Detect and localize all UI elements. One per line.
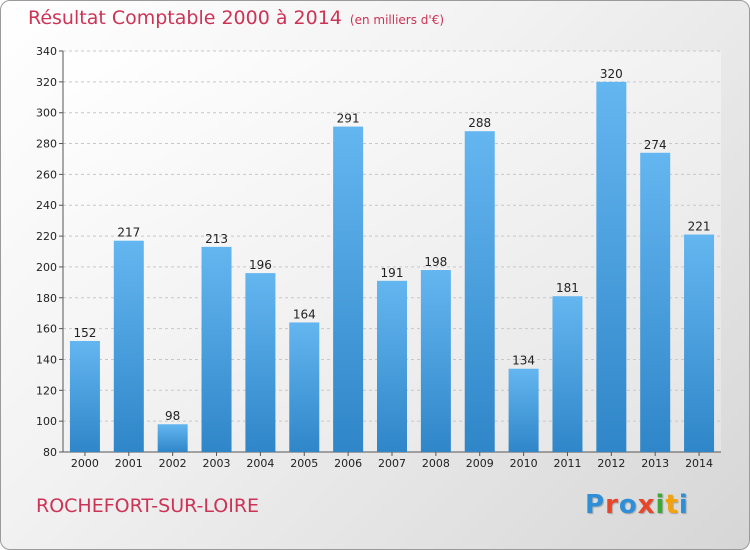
chart-title-main: Résultat Comptable 2000 à 2014 xyxy=(28,7,342,29)
bar xyxy=(69,340,100,452)
bar xyxy=(596,81,627,452)
x-tick-label: 2006 xyxy=(334,457,362,470)
bar xyxy=(552,296,583,452)
bar xyxy=(640,152,671,453)
bar xyxy=(333,126,364,453)
chart-title: Résultat Comptable 2000 à 2014 (en millie… xyxy=(28,7,444,29)
y-tick-label: 160 xyxy=(36,323,57,336)
proxiti-logo: Proxiti xyxy=(585,490,689,520)
x-tick-label: 2004 xyxy=(246,457,274,470)
value-label: 291 xyxy=(337,112,360,126)
logo-letter: o xyxy=(618,490,638,520)
x-tick-label: 2005 xyxy=(290,457,318,470)
value-label: 221 xyxy=(688,220,711,234)
logo-letter: i xyxy=(655,490,666,520)
value-label: 191 xyxy=(381,266,404,280)
bar xyxy=(684,234,715,452)
y-tick-label: 280 xyxy=(36,138,57,151)
bar xyxy=(201,246,232,452)
x-tick-label: 2010 xyxy=(510,457,538,470)
y-tick-label: 100 xyxy=(36,415,57,428)
y-tick-label: 140 xyxy=(36,353,57,366)
value-label: 196 xyxy=(249,258,272,272)
logo-letter: r xyxy=(605,490,619,520)
bar xyxy=(113,240,144,452)
value-label: 181 xyxy=(556,281,579,295)
x-tick-label: 2009 xyxy=(466,457,494,470)
value-label: 320 xyxy=(600,67,623,81)
x-tick-label: 2008 xyxy=(422,457,450,470)
value-label: 198 xyxy=(424,255,447,269)
y-tick-label: 200 xyxy=(36,261,57,274)
x-tick-label: 2003 xyxy=(203,457,231,470)
logo-letter: i xyxy=(678,490,689,520)
y-tick-label: 240 xyxy=(36,199,57,212)
x-tick-label: 2007 xyxy=(378,457,406,470)
value-label: 98 xyxy=(165,409,180,423)
logo-letter: t xyxy=(665,490,679,520)
x-tick-label: 2013 xyxy=(641,457,669,470)
y-tick-label: 340 xyxy=(36,45,57,58)
x-tick-label: 2000 xyxy=(71,457,99,470)
chart-unit-note: (en milliers d'€) xyxy=(349,13,445,27)
bar xyxy=(508,368,539,452)
bar xyxy=(245,273,276,452)
y-tick-label: 320 xyxy=(36,76,57,89)
y-tick-label: 300 xyxy=(36,107,57,120)
logo-letter: P xyxy=(585,490,606,520)
value-label: 213 xyxy=(205,232,228,246)
x-tick-label: 2014 xyxy=(685,457,713,470)
y-tick-label: 220 xyxy=(36,230,57,243)
value-label: 134 xyxy=(512,354,535,368)
value-label: 288 xyxy=(468,116,491,130)
x-tick-label: 2011 xyxy=(553,457,581,470)
x-tick-label: 2002 xyxy=(159,457,187,470)
y-tick-label: 80 xyxy=(43,446,57,459)
bar xyxy=(420,270,451,452)
town-name: ROCHEFORT-SUR-LOIRE xyxy=(36,495,260,517)
bar xyxy=(464,131,495,452)
y-tick-label: 180 xyxy=(36,292,57,305)
value-label: 164 xyxy=(293,307,316,321)
bar xyxy=(157,424,188,452)
bar xyxy=(377,280,407,452)
x-tick-label: 2012 xyxy=(597,457,625,470)
logo-letter: x xyxy=(637,490,656,520)
y-tick-label: 260 xyxy=(36,168,57,181)
bar xyxy=(289,322,320,452)
y-tick-label: 120 xyxy=(36,384,57,397)
value-label: 152 xyxy=(73,326,96,340)
value-label: 217 xyxy=(117,226,140,240)
value-label: 274 xyxy=(644,138,667,152)
x-tick-label: 2001 xyxy=(115,457,143,470)
